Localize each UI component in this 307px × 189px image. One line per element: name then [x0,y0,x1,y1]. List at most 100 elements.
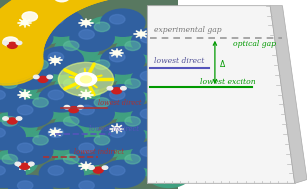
Circle shape [33,60,48,69]
Circle shape [10,0,68,27]
Text: lowest indirect: lowest indirect [74,148,123,156]
Circle shape [156,90,171,100]
Circle shape [101,47,145,74]
Circle shape [101,85,145,112]
Circle shape [64,79,79,88]
Circle shape [79,105,94,115]
Circle shape [83,164,89,168]
Circle shape [17,30,33,39]
Text: lowest indirect: lowest indirect [89,125,139,133]
Circle shape [140,33,156,43]
Circle shape [112,88,122,94]
Circle shape [38,76,48,82]
Circle shape [48,166,64,175]
Circle shape [53,0,103,7]
Text: lowest direct: lowest direct [98,99,142,107]
Circle shape [17,67,33,77]
Circle shape [2,79,17,88]
Circle shape [55,36,99,63]
Circle shape [116,149,160,176]
Circle shape [9,62,53,89]
Circle shape [0,35,43,80]
Circle shape [39,47,84,74]
Circle shape [3,37,18,46]
Circle shape [0,38,43,83]
Circle shape [85,54,130,82]
Circle shape [94,60,110,69]
Circle shape [101,9,145,36]
Circle shape [94,136,110,145]
Circle shape [110,166,125,175]
Circle shape [55,73,99,101]
Circle shape [16,41,22,45]
Circle shape [147,122,191,150]
Circle shape [29,0,83,17]
Circle shape [0,25,44,68]
Circle shape [140,147,156,156]
Circle shape [83,21,89,25]
Circle shape [121,87,126,90]
Circle shape [0,7,52,46]
Polygon shape [270,6,307,183]
Circle shape [79,67,94,77]
Circle shape [9,175,53,189]
Circle shape [102,166,108,169]
Circle shape [16,0,73,23]
Circle shape [48,52,64,62]
Circle shape [0,15,5,24]
Circle shape [76,0,122,1]
Circle shape [68,0,116,2]
Circle shape [125,41,140,50]
Circle shape [113,126,120,131]
Circle shape [0,13,48,53]
Circle shape [125,117,140,126]
Circle shape [58,62,114,96]
Circle shape [101,160,145,187]
Circle shape [2,41,17,50]
Circle shape [0,5,53,44]
Circle shape [33,22,48,32]
Circle shape [140,71,156,81]
Circle shape [52,58,59,63]
Circle shape [2,154,17,164]
Circle shape [3,117,8,120]
Circle shape [9,24,53,51]
Circle shape [0,29,43,73]
Circle shape [116,36,160,63]
Circle shape [69,107,79,113]
Circle shape [0,166,5,175]
Circle shape [110,15,125,24]
Circle shape [25,0,80,18]
Circle shape [83,92,89,97]
Text: lowest exciton: lowest exciton [200,78,255,86]
Circle shape [52,130,59,134]
Circle shape [39,160,84,187]
Circle shape [0,31,43,75]
Circle shape [0,52,5,62]
Circle shape [0,0,58,37]
Circle shape [70,100,114,127]
Circle shape [24,17,68,44]
Circle shape [0,11,49,51]
Circle shape [107,87,113,90]
Circle shape [24,54,68,82]
Circle shape [116,73,160,101]
Circle shape [140,109,156,119]
Circle shape [85,130,130,157]
Circle shape [131,66,176,93]
Circle shape [85,92,130,119]
Circle shape [55,111,99,138]
Circle shape [3,41,8,45]
Circle shape [70,175,114,189]
Circle shape [24,130,68,157]
Circle shape [113,51,120,55]
Circle shape [0,160,25,187]
Circle shape [0,27,43,70]
Circle shape [64,105,70,109]
Circle shape [125,154,140,164]
Circle shape [156,166,171,175]
Circle shape [21,92,28,97]
Circle shape [0,111,37,138]
Circle shape [17,143,33,153]
Circle shape [7,0,66,29]
